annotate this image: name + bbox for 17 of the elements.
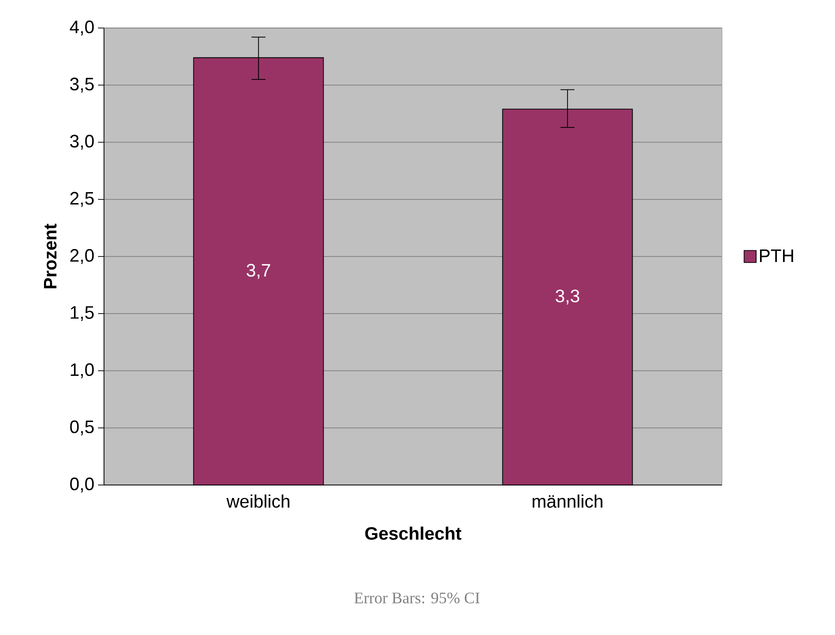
y-tick-label: 1,0	[70, 363, 94, 378]
x-tick-label: männlich	[532, 494, 602, 508]
x-tick-label: weiblich	[226, 494, 290, 508]
y-tick-label: 3,0	[70, 134, 94, 150]
data-label: 3,3	[556, 290, 580, 304]
data-label: 3,7	[246, 264, 270, 279]
y-tick-label: 4,0	[70, 20, 94, 36]
y-tick-label: 3,5	[70, 78, 94, 93]
legend-label: PTH	[760, 250, 794, 262]
text: Error Bars: 95% CI	[354, 592, 480, 604]
y-axis-title: Prozent	[44, 224, 57, 288]
y-tick-label: 2,5	[70, 192, 94, 207]
y-tick-label: 2,0	[70, 249, 94, 264]
x-axis-title: Geschlecht	[365, 526, 462, 540]
y-tick-label: 0,5	[70, 420, 94, 436]
y-tick-label: 1,5	[70, 306, 94, 321]
y-tick-label: 0,0	[70, 478, 94, 492]
